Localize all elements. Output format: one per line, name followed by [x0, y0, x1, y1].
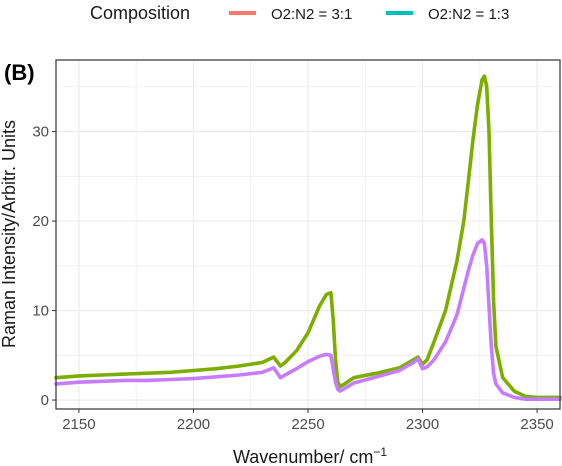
series-layer: [54, 74, 562, 401]
y-axis-title: Raman Intensity/Arbitr. Units: [0, 120, 19, 348]
x-tick-label: 2300: [406, 416, 439, 433]
grid: [56, 60, 560, 409]
x-tick-label: 2200: [177, 416, 210, 433]
legend-label-1-3: O2:N2 = 1:3: [428, 6, 509, 23]
x-tick-label: 2150: [62, 416, 95, 433]
legend-title: Composition: [90, 3, 190, 23]
x-axis-title: Wavenumber/ cm−1: [233, 445, 387, 466]
panel-label: (B): [4, 60, 35, 85]
x-axis-title-text: Wavenumber/ cm: [233, 447, 373, 466]
legend: Composition O2:N2 = 3:1 O2:N2 = 1:3: [90, 3, 509, 23]
series-line-2: [54, 238, 562, 401]
y-tick-label: 10: [32, 303, 49, 320]
series-line-1: [54, 74, 562, 400]
x-axis-title-superscript: −1: [373, 445, 387, 459]
y-axis: 0 10 20 30: [32, 124, 56, 409]
x-tick-label: 2250: [291, 416, 324, 433]
legend-label-3-1: O2:N2 = 3:1: [271, 6, 352, 23]
y-tick-label: 30: [32, 124, 49, 141]
y-tick-label: 20: [32, 213, 49, 230]
x-tick-label: 2350: [520, 416, 553, 433]
y-tick-label: 0: [41, 392, 49, 409]
x-axis: 2150 2200 2250 2300 2350: [62, 409, 554, 433]
